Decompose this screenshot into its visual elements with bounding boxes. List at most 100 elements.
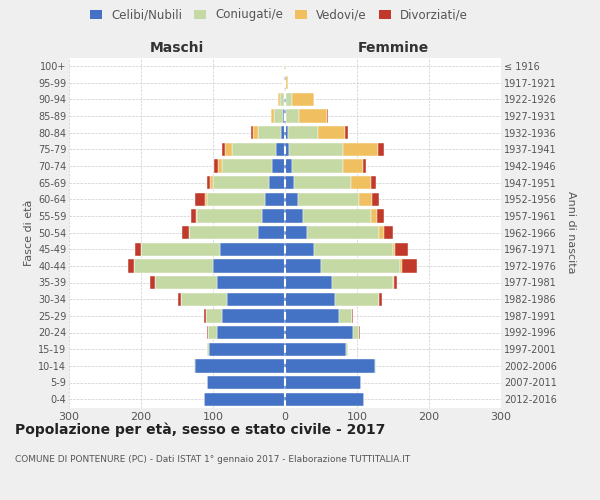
Bar xyxy=(194,359,195,372)
Bar xyxy=(298,192,359,206)
Bar xyxy=(221,159,272,172)
Bar xyxy=(363,159,365,172)
Bar xyxy=(383,226,393,239)
Bar xyxy=(285,309,339,322)
Bar xyxy=(332,276,393,289)
Bar xyxy=(285,376,361,389)
Bar xyxy=(286,109,299,122)
Bar xyxy=(285,109,286,122)
Bar xyxy=(285,292,335,306)
Bar xyxy=(285,326,353,339)
Bar xyxy=(206,376,207,389)
Bar xyxy=(284,76,285,89)
Bar xyxy=(285,359,375,372)
Bar xyxy=(285,276,332,289)
Bar xyxy=(284,92,285,106)
Bar xyxy=(378,142,383,156)
Bar xyxy=(220,242,285,256)
Bar xyxy=(352,309,353,322)
Bar xyxy=(379,226,383,239)
Bar xyxy=(189,226,257,239)
Bar xyxy=(346,126,349,139)
Bar xyxy=(299,109,327,122)
Bar xyxy=(262,209,285,222)
Bar xyxy=(135,242,141,256)
Bar xyxy=(285,59,286,72)
Bar xyxy=(372,192,379,206)
Bar xyxy=(283,109,285,122)
Bar xyxy=(307,226,379,239)
Y-axis label: Anni di nascita: Anni di nascita xyxy=(566,191,576,274)
Bar xyxy=(400,259,401,272)
Bar xyxy=(188,226,189,239)
Bar xyxy=(251,126,253,139)
Bar xyxy=(149,276,155,289)
Bar xyxy=(284,59,285,72)
Bar xyxy=(182,226,188,239)
Bar xyxy=(272,159,285,172)
Y-axis label: Fasce di età: Fasce di età xyxy=(23,200,34,266)
Text: COMUNE DI PONTENURE (PC) - Dati ISTAT 1° gennaio 2017 - Elaborazione TUTTITALIA.: COMUNE DI PONTENURE (PC) - Dati ISTAT 1°… xyxy=(15,455,410,464)
Bar xyxy=(208,326,217,339)
Bar xyxy=(281,126,285,139)
Bar xyxy=(221,309,285,322)
Bar xyxy=(285,76,286,89)
Bar xyxy=(141,242,220,256)
Bar xyxy=(288,126,318,139)
Bar xyxy=(335,292,379,306)
Bar xyxy=(401,259,418,272)
Bar xyxy=(269,176,285,189)
Bar xyxy=(346,342,347,356)
Bar xyxy=(371,176,376,189)
Bar xyxy=(178,292,181,306)
Bar xyxy=(395,242,408,256)
Bar xyxy=(375,359,376,372)
Bar xyxy=(253,126,257,139)
Bar xyxy=(210,176,213,189)
Bar xyxy=(303,209,371,222)
Bar xyxy=(285,192,298,206)
Bar xyxy=(197,209,262,222)
Bar xyxy=(217,276,285,289)
Bar xyxy=(205,192,207,206)
Bar xyxy=(285,342,346,356)
Bar xyxy=(206,309,221,322)
Bar xyxy=(285,159,292,172)
Bar xyxy=(285,226,307,239)
Bar xyxy=(277,142,285,156)
Bar xyxy=(155,276,217,289)
Bar xyxy=(285,242,314,256)
Bar xyxy=(217,326,285,339)
Bar xyxy=(257,226,285,239)
Bar xyxy=(265,192,285,206)
Bar xyxy=(353,326,359,339)
Bar xyxy=(285,176,293,189)
Bar xyxy=(195,359,285,372)
Bar xyxy=(213,176,269,189)
Bar xyxy=(318,126,346,139)
Bar xyxy=(257,126,281,139)
Text: Popolazione per età, sesso e stato civile - 2017: Popolazione per età, sesso e stato civil… xyxy=(15,422,385,437)
Bar xyxy=(232,142,277,156)
Bar xyxy=(206,342,209,356)
Bar xyxy=(285,259,321,272)
Bar xyxy=(206,176,210,189)
Bar xyxy=(377,209,383,222)
Bar xyxy=(327,109,328,122)
Bar xyxy=(286,76,288,89)
Bar xyxy=(218,159,221,172)
Bar xyxy=(321,259,400,272)
Bar xyxy=(191,209,196,222)
Bar xyxy=(289,142,343,156)
Bar xyxy=(223,142,225,156)
Bar xyxy=(379,292,382,306)
Bar xyxy=(213,259,285,272)
Bar xyxy=(271,109,274,122)
Bar xyxy=(286,92,292,106)
Bar xyxy=(181,292,227,306)
Bar xyxy=(205,309,206,322)
Bar xyxy=(196,209,197,222)
Bar xyxy=(343,159,363,172)
Bar xyxy=(285,209,303,222)
Bar xyxy=(195,192,205,206)
